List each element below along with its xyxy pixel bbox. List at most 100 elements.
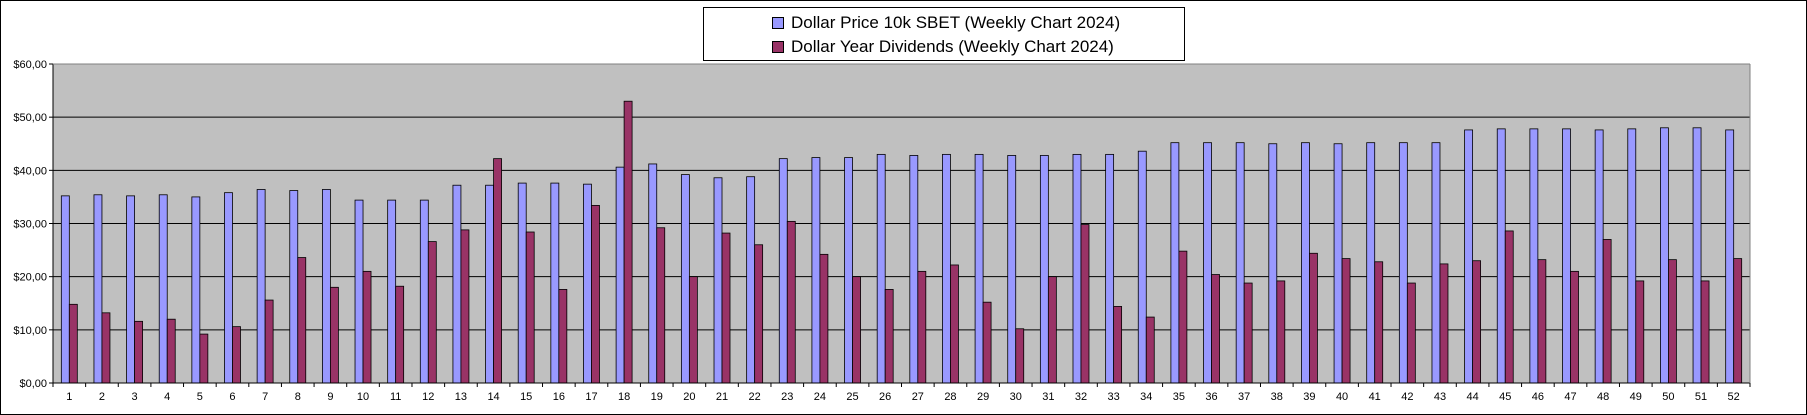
x-tick-label: 20 xyxy=(683,391,695,403)
x-tick-label: 27 xyxy=(912,391,924,403)
x-tick-label: 14 xyxy=(487,391,499,403)
x-tick-label: 24 xyxy=(814,391,826,403)
x-tick-label: 37 xyxy=(1238,391,1250,403)
bar-price xyxy=(1301,142,1310,384)
x-tick-label: 19 xyxy=(651,391,663,403)
x-tick-label: 47 xyxy=(1564,391,1576,403)
x-tick-label: 18 xyxy=(618,391,630,403)
y-tick-label: $60,00 xyxy=(13,59,47,71)
bar-price xyxy=(1594,129,1604,384)
bar-dividends xyxy=(1668,259,1677,384)
x-tick-label: 38 xyxy=(1271,391,1283,403)
bar-dividends xyxy=(166,318,176,384)
x-tick-label: 26 xyxy=(879,391,891,403)
bar-dividends xyxy=(1374,261,1384,384)
x-tick-label: 50 xyxy=(1662,391,1674,403)
bar-price xyxy=(321,189,331,384)
x-tick-label: 30 xyxy=(1010,391,1022,403)
x-tick-label: 43 xyxy=(1434,391,1446,403)
x-tick-label: 51 xyxy=(1695,391,1707,403)
bar-dividends xyxy=(264,299,274,384)
bar-dividends xyxy=(950,264,959,384)
bar-price xyxy=(1398,142,1408,384)
legend-label-price: Dollar Price 10k SBET (Weekly Chart 2024… xyxy=(791,13,1121,32)
bar-dividends xyxy=(493,158,502,384)
x-tick-label: 39 xyxy=(1303,391,1315,403)
bar-price xyxy=(876,153,886,384)
bar-price xyxy=(158,194,168,384)
bar-dividends xyxy=(1113,306,1123,384)
bar-price xyxy=(93,194,103,384)
bar-dividends xyxy=(1602,239,1612,384)
x-tick-label: 28 xyxy=(944,391,956,403)
x-tick-label: 13 xyxy=(455,391,467,403)
x-tick-label: 7 xyxy=(262,391,268,403)
bar-dividends xyxy=(1080,224,1090,384)
y-tick-label: $0,00 xyxy=(19,378,47,390)
bar-price xyxy=(1105,153,1115,384)
legend-label-dividends: Dollar Year Dividends (Weekly Chart 2024… xyxy=(791,37,1114,56)
bar-dividends xyxy=(852,276,861,384)
bar-price xyxy=(126,195,135,384)
bar-dividends xyxy=(134,320,143,384)
bar-price xyxy=(1562,128,1571,384)
bar-dividends xyxy=(362,270,372,384)
x-tick-label: 46 xyxy=(1532,391,1544,403)
x-tick-label: 1 xyxy=(66,391,72,403)
bar-price xyxy=(1496,128,1506,384)
x-tick-label: 4 xyxy=(164,391,170,403)
bar-price xyxy=(648,163,658,384)
x-tick-label: 17 xyxy=(585,391,597,403)
bar-price xyxy=(1268,143,1278,384)
x-tick-label: 33 xyxy=(1108,391,1120,403)
bar-price xyxy=(746,176,756,384)
y-axis-ticks: $0,00 $10,00 $20,00 $30,00 $40,00 $50,00 $60,0… xyxy=(13,59,53,390)
x-tick-label: 8 xyxy=(295,391,301,403)
x-tick-label: 22 xyxy=(749,391,761,403)
bar-price xyxy=(583,183,592,384)
bar-price xyxy=(1529,128,1539,384)
x-tick-label: 40 xyxy=(1336,391,1348,403)
x-tick-label: 49 xyxy=(1630,391,1642,403)
bar-price xyxy=(419,199,429,384)
bar-dividends xyxy=(1700,280,1710,384)
bar-price xyxy=(1072,153,1082,384)
x-tick-label: 5 xyxy=(197,391,203,403)
bar-price xyxy=(517,182,527,384)
x-tick-label: 21 xyxy=(716,391,728,403)
bar-dividends xyxy=(786,220,796,384)
x-tick-label: 15 xyxy=(520,391,532,403)
legend-swatch-dividends xyxy=(772,41,784,53)
x-tick-label: 9 xyxy=(327,391,333,403)
bar-dividends xyxy=(688,276,698,384)
bar-dividends xyxy=(395,285,405,384)
bar-price xyxy=(713,177,723,384)
legend-item-price: Dollar Price 10k SBET (Weekly Chart 2024… xyxy=(772,12,1120,34)
bar-price xyxy=(942,153,951,384)
bar-dividends xyxy=(819,253,829,384)
bar-price xyxy=(974,153,984,384)
bar-price xyxy=(1333,143,1343,384)
bar-price xyxy=(60,195,70,384)
x-axis-ticks: 1 2 3 4 5 6 7 8 9 10 11 12 13 14 15 16 17 18 19 20 21 22 23 24 2… xyxy=(52,383,1751,403)
bar-price xyxy=(1431,142,1441,384)
bar-dividends xyxy=(1341,258,1351,384)
bar-dividends xyxy=(623,100,633,384)
bar-dividends xyxy=(68,303,78,384)
y-tick-label: $50,00 xyxy=(13,112,47,124)
bar-dividends xyxy=(754,244,764,384)
bar-price xyxy=(778,158,788,384)
bar-dividends xyxy=(1406,282,1416,384)
x-tick-label: 6 xyxy=(229,391,235,403)
bar-dividends xyxy=(1015,328,1025,384)
bar-price xyxy=(1039,155,1049,384)
x-tick-label: 52 xyxy=(1728,391,1740,403)
x-tick-label: 29 xyxy=(977,391,989,403)
bar-price xyxy=(354,199,364,384)
x-tick-label: 36 xyxy=(1205,391,1217,403)
bar-price xyxy=(1725,129,1735,384)
y-tick-label: $10,00 xyxy=(13,325,47,337)
bar-price xyxy=(1137,150,1147,384)
bar-price xyxy=(485,184,494,384)
x-tick-label: 34 xyxy=(1140,391,1152,403)
